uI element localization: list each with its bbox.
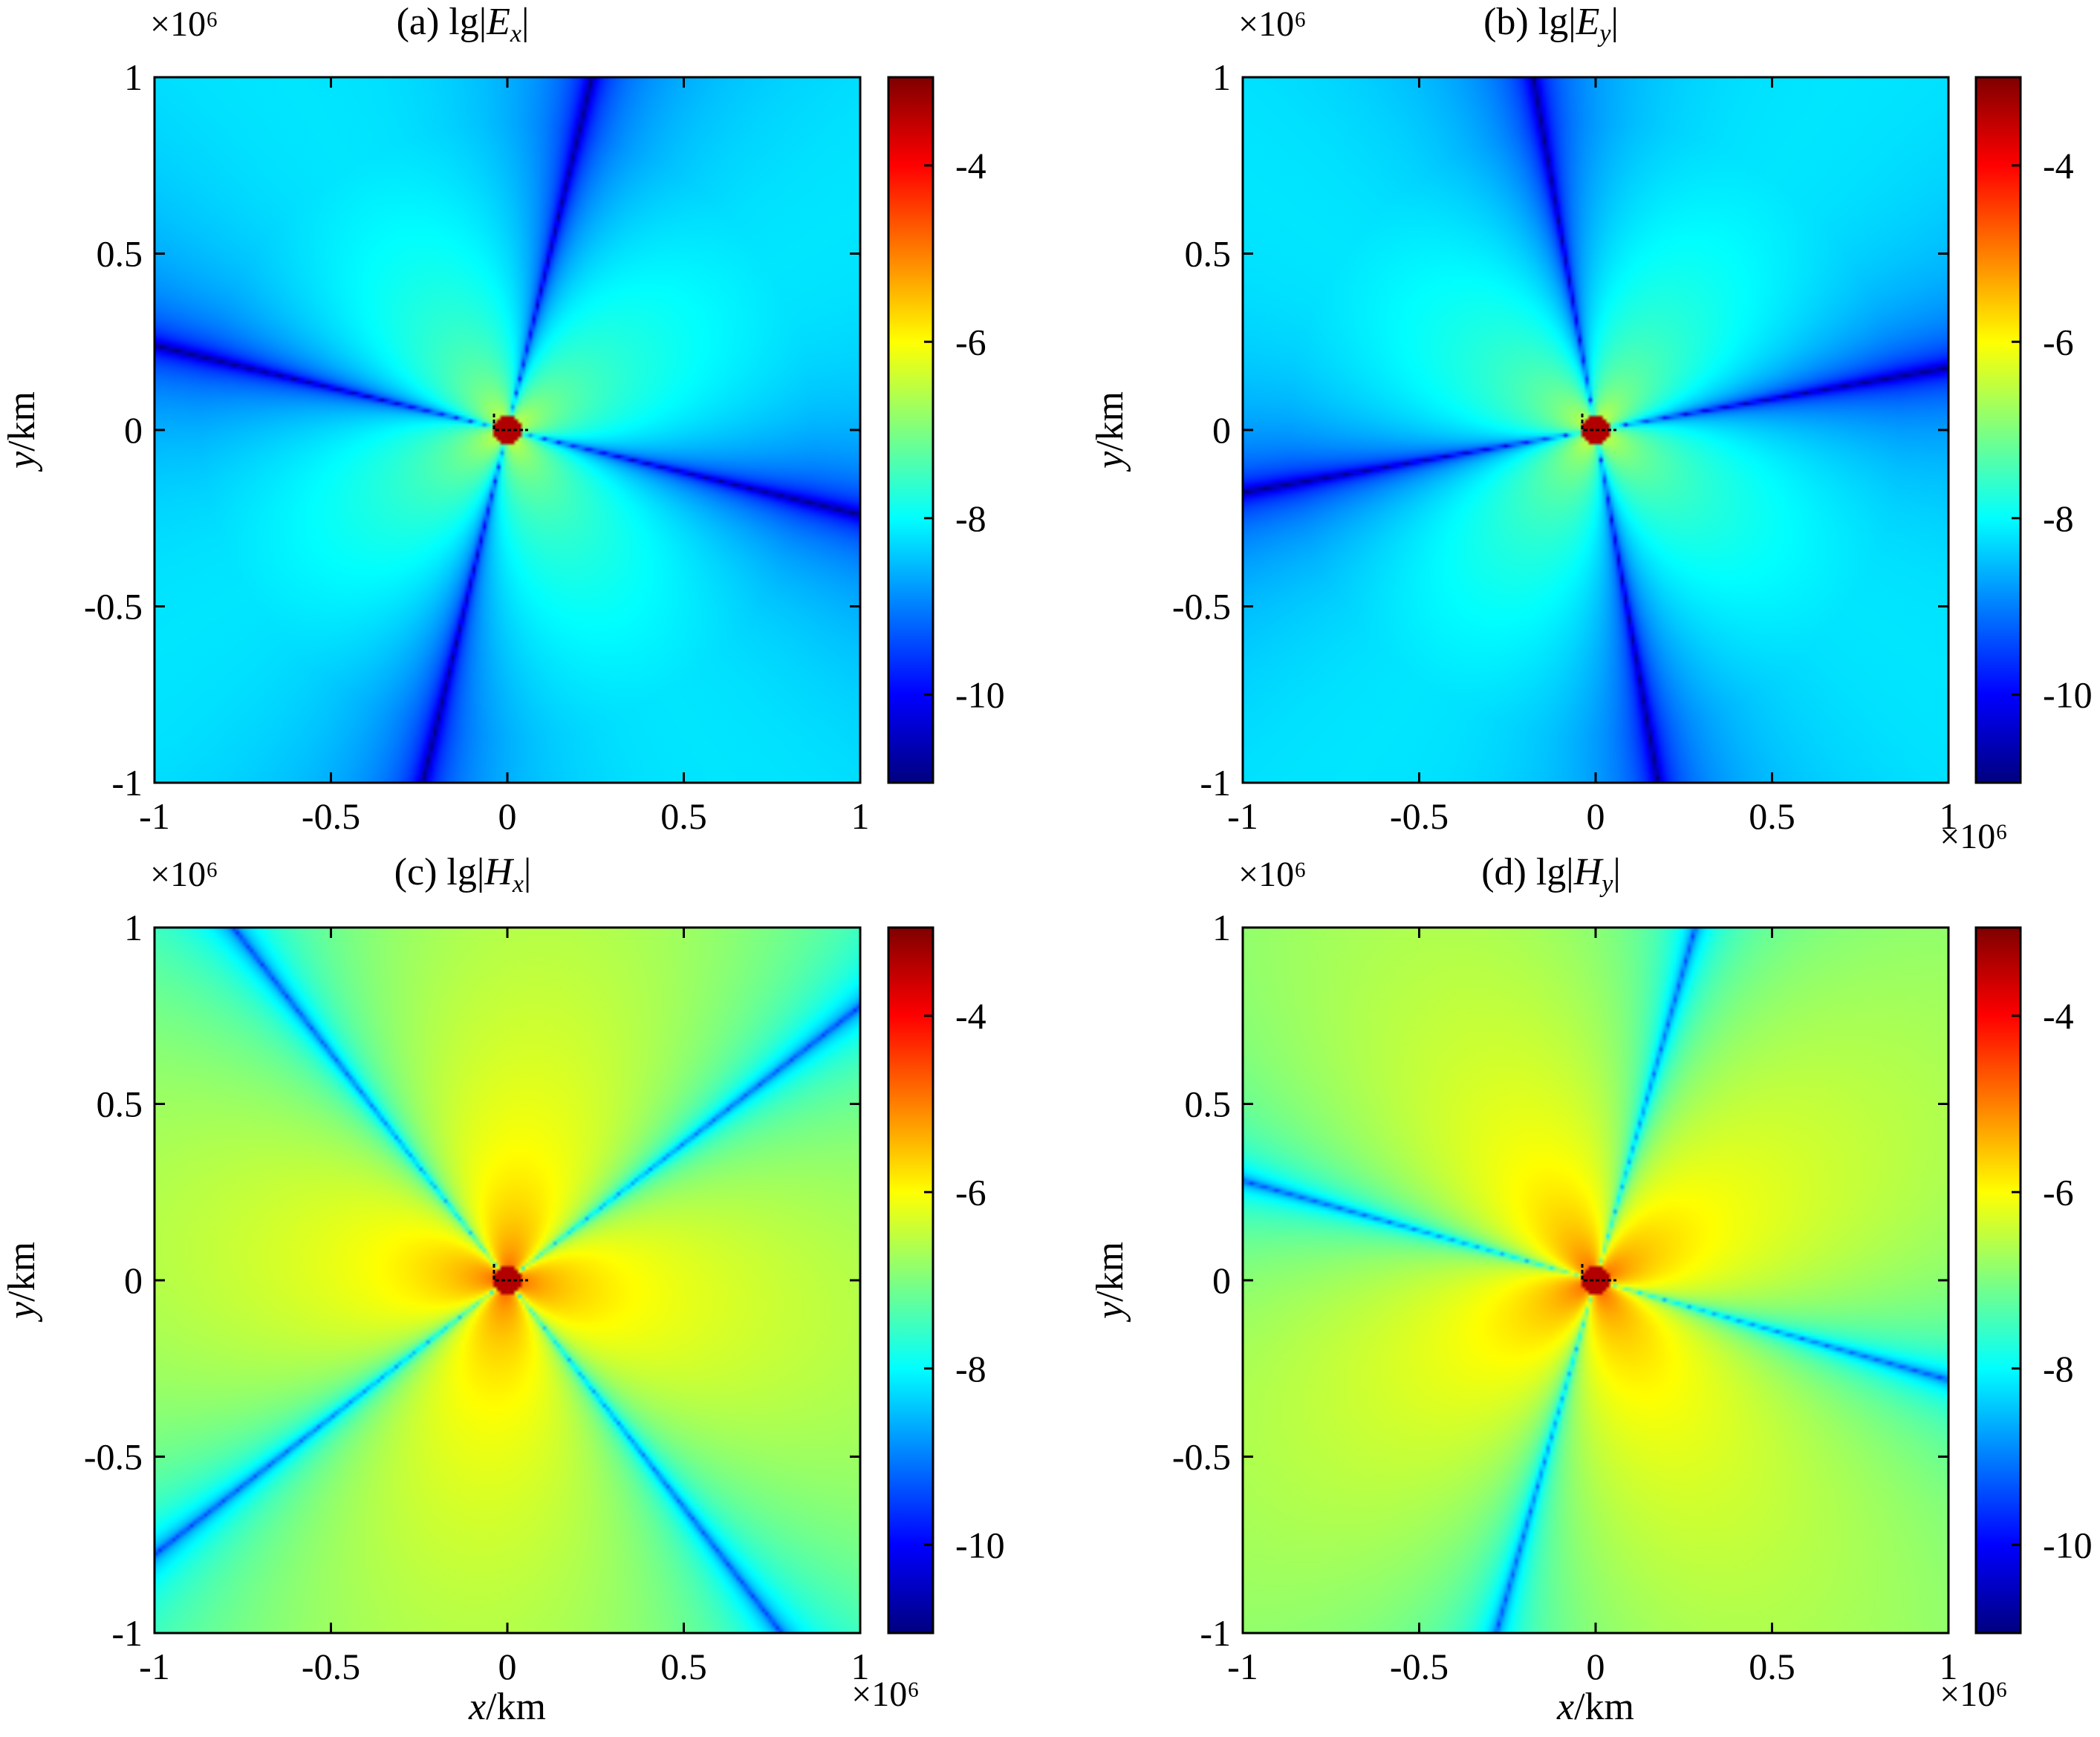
y-axis-label: y/km xyxy=(1,1242,43,1323)
x-tick-label: -0.5 xyxy=(302,1646,360,1687)
x-tick-label: -1 xyxy=(139,1646,170,1687)
panel-title: (c) lg|Hx| xyxy=(394,851,532,898)
x-tick-label: -0.5 xyxy=(1390,795,1449,837)
source-marker xyxy=(1581,1264,1616,1282)
y-tick-label: 0 xyxy=(1212,409,1231,451)
colorbar-tick-label: -8 xyxy=(2043,1348,2074,1389)
y-tick-label: 0.5 xyxy=(97,233,143,275)
y-tick-label: 0 xyxy=(124,409,143,451)
x-tick-label: -0.5 xyxy=(302,795,360,837)
colorbar-tick-label: -4 xyxy=(955,995,986,1037)
x-tick-label: 1 xyxy=(1940,795,1958,837)
y-tick-label: -0.5 xyxy=(1172,586,1231,628)
x-multiplier: ×10⁶ xyxy=(851,1675,920,1714)
y-axis-label: y/km xyxy=(1,391,43,472)
panel-title: (a) lg|Ex| xyxy=(397,1,530,48)
x-tick-label: 0.5 xyxy=(1749,1646,1795,1687)
colorbar xyxy=(887,76,934,784)
x-tick-label: 0.5 xyxy=(660,1646,707,1687)
y-tick-label: 0 xyxy=(1212,1259,1231,1301)
y-tick-label: -1 xyxy=(111,762,143,804)
colorbar-tick-label: -8 xyxy=(955,1348,986,1389)
y-tick-label: -1 xyxy=(1200,762,1231,804)
x-tick-label: -1 xyxy=(1227,795,1258,837)
y-axis-label: y/km xyxy=(1089,1242,1131,1323)
colorbar-tick-label: -6 xyxy=(2043,321,2074,362)
panel-d: -1 -0.5 0 0.5 1 1 0.5 0 -0.5 -1 (d) lg|Hy| ×10⁶ ×10⁶… xyxy=(1089,851,2093,1728)
y-tick-label: 0.5 xyxy=(1185,1083,1232,1125)
colorbar-tick-label: -8 xyxy=(2043,498,2074,539)
source-marker xyxy=(493,1264,528,1282)
y-multiplier: ×10⁶ xyxy=(150,4,218,44)
x-tick-label: 0.5 xyxy=(660,795,707,837)
x-axis-label: x/km xyxy=(1556,1686,1634,1728)
x-tick-label: 0 xyxy=(498,1646,517,1687)
y-tick-label: 1 xyxy=(124,56,143,98)
colorbar-tick-label: -4 xyxy=(2043,995,2074,1037)
y-tick-label: -0.5 xyxy=(84,1436,143,1478)
x-multiplier: ×10⁶ xyxy=(1940,1675,2008,1714)
panel-c: -1 -0.5 0 0.5 1 1 0.5 0 -0.5 -1 (c) lg|Hx| ×10⁶ ×10⁶… xyxy=(1,851,1005,1728)
y-tick-label: 1 xyxy=(1212,56,1231,98)
colorbar-tick-label: -10 xyxy=(2043,1524,2093,1565)
x-tick-label: -1 xyxy=(139,795,170,837)
x-tick-label: 0 xyxy=(1587,1646,1605,1687)
colorbar xyxy=(1974,76,2022,784)
panel-title: (d) lg|Hy| xyxy=(1481,851,1621,898)
colorbar-tick-label: -4 xyxy=(955,145,986,186)
y-tick-label: -1 xyxy=(111,1612,143,1654)
panel-b: -1 -0.5 0 0.5 1 1 0.5 0 -0.5 -1 (b) lg|Ey| ×10⁶ ×10⁶… xyxy=(1089,1,2093,856)
y-tick-label: -0.5 xyxy=(1172,1436,1231,1478)
colorbar-tick-label: -6 xyxy=(955,1171,986,1213)
y-multiplier: ×10⁶ xyxy=(150,855,218,894)
colorbar-tick-label: -4 xyxy=(2043,145,2074,186)
y-tick-label: 1 xyxy=(124,907,143,948)
x-tick-label: -1 xyxy=(1227,1646,1258,1687)
y-tick-label: -1 xyxy=(1200,1612,1231,1654)
x-tick-label: 1 xyxy=(851,1646,870,1687)
colorbar-tick-label: -10 xyxy=(2043,674,2093,715)
x-tick-label: 0 xyxy=(498,795,517,837)
x-axis-label: x/km xyxy=(468,1686,546,1728)
x-tick-label: 1 xyxy=(1940,1646,1958,1687)
y-tick-label: 0 xyxy=(124,1259,143,1301)
y-tick-label: 1 xyxy=(1212,907,1231,948)
panel-title: (b) lg|Ey| xyxy=(1483,1,1619,48)
x-tick-label: -0.5 xyxy=(1390,1646,1449,1687)
x-tick-label: 0 xyxy=(1587,795,1605,837)
x-multiplier: ×10⁶ xyxy=(1940,817,2008,856)
y-multiplier: ×10⁶ xyxy=(1238,4,1307,44)
panel-a: -1 -0.5 0 0.5 1 1 0.5 0 -0.5 -1 (a) lg|Ex| ×10⁶ y/km… xyxy=(1,1,1005,837)
colorbar-tick-label: -10 xyxy=(955,1524,1005,1565)
colorbar xyxy=(1974,926,2022,1635)
y-tick-label: -0.5 xyxy=(84,586,143,628)
source-marker xyxy=(1581,414,1616,431)
colorbar-tick-label: -8 xyxy=(955,498,986,539)
colorbar-tick-label: -10 xyxy=(955,674,1005,715)
y-axis-label: y/km xyxy=(1089,391,1131,472)
y-tick-label: 0.5 xyxy=(1185,233,1232,275)
colorbar xyxy=(887,926,934,1635)
x-tick-label: 1 xyxy=(851,795,870,837)
y-multiplier: ×10⁶ xyxy=(1238,855,1307,894)
source-marker xyxy=(493,414,528,431)
colorbar-tick-label: -6 xyxy=(955,321,986,362)
colorbar-tick-label: -6 xyxy=(2043,1171,2074,1213)
y-tick-label: 0.5 xyxy=(97,1083,143,1125)
x-tick-label: 0.5 xyxy=(1749,795,1795,837)
